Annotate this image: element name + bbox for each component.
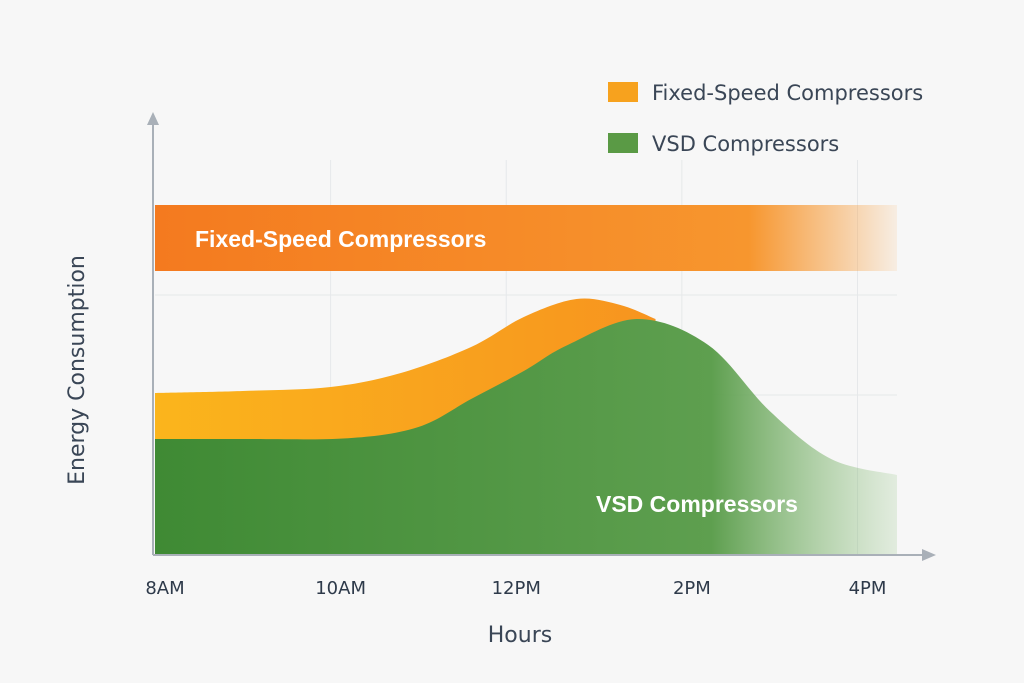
axes xyxy=(147,112,936,561)
x-tick-label: 8AM xyxy=(145,578,184,599)
legend: Fixed-Speed Compressors VSD Compressors xyxy=(608,81,923,156)
vsd-area-label: VSD Compressors xyxy=(596,491,798,517)
x-axis-arrow-icon xyxy=(922,549,936,561)
fixed-band-label: Fixed-Speed Compressors xyxy=(195,226,486,252)
x-tick-label: 2PM xyxy=(673,578,711,599)
legend-swatch-vsd xyxy=(608,133,638,153)
y-axis-arrow-icon xyxy=(147,112,159,125)
x-tick-label: 12PM xyxy=(492,578,541,599)
legend-label-fixed: Fixed-Speed Compressors xyxy=(652,81,923,105)
y-axis-label: Energy Consumption xyxy=(65,255,90,485)
x-tick-label: 10AM xyxy=(315,578,366,599)
fixed-speed-band xyxy=(155,205,897,271)
vsd-area xyxy=(155,319,897,555)
legend-label-vsd: VSD Compressors xyxy=(652,132,839,156)
x-tick-label: 4PM xyxy=(849,578,887,599)
x-axis-label: Hours xyxy=(488,623,552,648)
legend-swatch-fixed xyxy=(608,82,638,102)
